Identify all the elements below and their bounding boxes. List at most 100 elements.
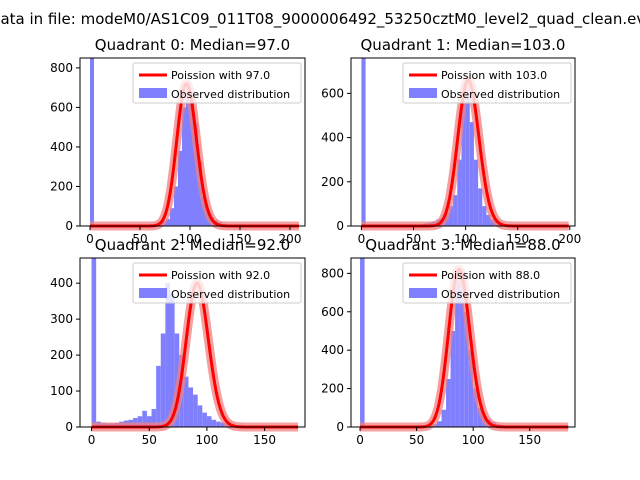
chart-title: Quadrant 0: Median=97.0 xyxy=(95,36,290,54)
axes-frame xyxy=(350,257,576,428)
legend-label-poisson: Poission with 88.0 xyxy=(441,269,540,282)
legend-box xyxy=(132,62,302,104)
histogram-bar xyxy=(197,405,203,427)
x-tick-label: 50 xyxy=(406,232,421,246)
histogram-bar xyxy=(473,159,479,226)
y-tick-label: 0 xyxy=(65,420,73,434)
y-tick-label: 0 xyxy=(336,420,344,434)
x-tick-label: 0 xyxy=(86,232,94,246)
histogram-bar xyxy=(477,407,483,427)
histogram-bar xyxy=(361,58,366,226)
chart-panel-2: Quadrant 2: Median=92.0 0 50 100 150 0 100 200 3… xyxy=(50,236,306,447)
histogram-bar xyxy=(146,416,152,427)
legend-label-observed: Observed distribution xyxy=(171,288,290,301)
y-tick-label: 600 xyxy=(321,305,344,319)
y-tick-label: 400 xyxy=(321,131,344,145)
histogram-bar xyxy=(469,122,474,226)
legend-label-observed: Observed distribution xyxy=(441,288,560,301)
histogram-bar xyxy=(188,387,194,427)
figure-suptitle: Data in file: modeM0/AS1C09_011T08_90000… xyxy=(0,10,640,29)
legend-label-poisson: Poission with 92.0 xyxy=(171,269,270,282)
chart-panel-1: Quadrant 1: Median=103.0 0 50 100 150 200 0 200… xyxy=(321,36,581,246)
histogram-bar xyxy=(90,58,94,226)
histogram-bar xyxy=(457,159,462,226)
legend-label-poisson: Poission with 103.0 xyxy=(441,69,547,82)
histogram-bar xyxy=(160,333,166,427)
histogram-bar xyxy=(193,394,198,427)
histogram-bar xyxy=(91,258,97,427)
histogram-bar xyxy=(202,412,207,427)
y-tick-label: 0 xyxy=(336,219,344,233)
legend-box xyxy=(132,262,302,304)
x-tick-label: 50 xyxy=(132,232,147,246)
y-tick-label: 200 xyxy=(321,175,344,189)
histogram-bar xyxy=(486,214,491,226)
legend-box xyxy=(402,62,572,104)
y-tick-label: 800 xyxy=(321,266,344,280)
histogram-bar xyxy=(206,416,212,427)
x-tick-label: 200 xyxy=(558,232,581,246)
histogram-bar xyxy=(178,150,182,226)
y-tick-label: 0 xyxy=(65,219,73,233)
histogram-bar xyxy=(194,123,198,226)
x-tick-label: 200 xyxy=(279,232,302,246)
histogram-bar xyxy=(186,83,190,226)
histogram-bar xyxy=(436,421,442,427)
x-tick-label: 0 xyxy=(88,433,96,447)
x-tick-label: 150 xyxy=(229,232,252,246)
histogram-bar xyxy=(464,311,469,427)
chart-title: Quadrant 1: Median=103.0 xyxy=(361,36,566,54)
legend-box xyxy=(402,262,572,304)
histogram-bar xyxy=(441,409,447,427)
histogram-bar xyxy=(461,93,466,227)
histogram-bar xyxy=(165,283,170,427)
histogram-bar xyxy=(156,365,161,427)
y-tick-label: 400 xyxy=(321,343,344,357)
x-tick-label: 0 xyxy=(356,433,364,447)
histogram-bar xyxy=(448,206,454,226)
legend-bar-swatch xyxy=(139,288,167,298)
histogram-bar xyxy=(455,273,460,427)
x-tick-label: 0 xyxy=(358,232,366,246)
histogram-bar xyxy=(216,421,221,427)
axes-frame xyxy=(79,257,306,428)
histogram-bar xyxy=(478,188,483,226)
y-tick-label: 600 xyxy=(321,86,344,100)
y-tick-label: 300 xyxy=(50,312,73,326)
histogram-bar xyxy=(446,378,451,427)
x-tick-label: 100 xyxy=(462,433,485,447)
histogram-bar xyxy=(170,293,175,427)
chart-title: Quadrant 2: Median=92.0 xyxy=(95,236,290,254)
histogram-bar xyxy=(182,107,186,226)
legend-bar-swatch xyxy=(409,288,437,298)
histogram-bar xyxy=(360,258,365,427)
histogram-bar xyxy=(459,269,465,427)
histogram-bar xyxy=(183,376,189,427)
x-tick-label: 100 xyxy=(195,433,218,447)
histogram-bar xyxy=(190,95,194,226)
histogram-bar xyxy=(468,350,474,427)
histogram-bar xyxy=(174,186,178,226)
axes-frame xyxy=(350,57,576,227)
histogram-bar xyxy=(137,416,143,427)
y-tick-label: 200 xyxy=(50,348,73,362)
legend-bar-swatch xyxy=(409,88,437,98)
chart-panel-3: Quadrant 3: Median=88.0 0 50 100 150 0 200 400 6… xyxy=(321,236,576,447)
histogram-bar xyxy=(465,80,470,226)
histogram-bar xyxy=(142,410,147,427)
histogram-bar xyxy=(211,419,217,427)
chart-panel-0: Quadrant 0: Median=97.0 0 50 100 150 200 0 200 4… xyxy=(50,36,306,246)
x-tick-label: 150 xyxy=(506,232,529,246)
x-tick-label: 100 xyxy=(179,232,202,246)
y-tick-label: 400 xyxy=(50,276,73,290)
x-tick-label: 50 xyxy=(142,433,157,447)
histogram-bar xyxy=(220,422,226,427)
histogram-bar xyxy=(473,388,478,427)
legend-label-observed: Observed distribution xyxy=(171,88,290,101)
y-tick-label: 400 xyxy=(50,140,73,154)
y-tick-label: 200 xyxy=(321,382,344,396)
histogram-bar xyxy=(453,195,458,226)
chart-title: Quadrant 3: Median=88.0 xyxy=(365,236,560,254)
x-tick-label: 50 xyxy=(409,433,424,447)
